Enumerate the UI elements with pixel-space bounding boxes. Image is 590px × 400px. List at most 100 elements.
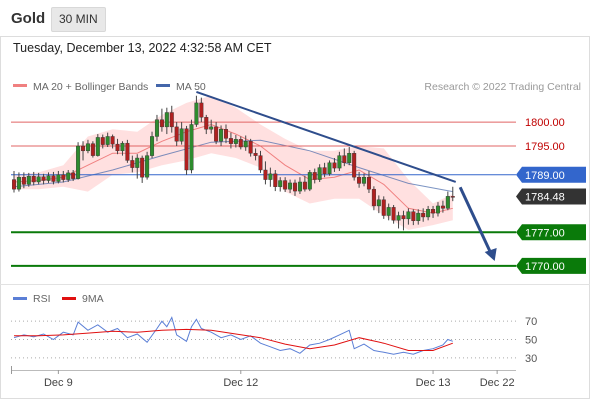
bull-candle xyxy=(435,205,440,214)
rsi-tick-label: 50 xyxy=(525,335,537,347)
ma50-legend-label: MA 50 xyxy=(176,81,206,93)
rsi-ma-legend-swatch xyxy=(62,297,76,300)
bear-candle xyxy=(204,117,209,130)
bear-candle xyxy=(342,155,347,164)
rsi-line xyxy=(13,316,453,355)
bull-candle xyxy=(36,176,41,183)
ma20-legend-swatch xyxy=(13,84,27,87)
bull-candle xyxy=(209,126,214,130)
bull-candle xyxy=(297,181,302,192)
timeframe-button[interactable]: 30 MIN xyxy=(51,7,106,32)
support-tag xyxy=(516,257,586,274)
bull-candle xyxy=(85,143,90,152)
bear-candle xyxy=(366,176,371,190)
credit-text: Research © 2022 Trading Central xyxy=(424,81,581,93)
pivot-label: 1789.00 xyxy=(525,170,565,182)
timestamp: Tuesday, December 13, 2022 4:32:58 AM CE… xyxy=(13,41,272,55)
forecast-arrow-shaft xyxy=(458,186,494,256)
last-price-tag xyxy=(516,188,586,205)
bull-candle xyxy=(426,209,431,218)
price-legend: MA 20 + Bollinger Bands MA 50 Research © 2… xyxy=(13,81,581,93)
bear-candle xyxy=(61,174,66,180)
trendline xyxy=(196,90,457,183)
bull-candle xyxy=(26,176,31,185)
bull-candle xyxy=(105,136,110,145)
resistance-label: 1800.00 xyxy=(525,117,565,129)
bear-candle xyxy=(253,153,258,156)
rsi-tick-label: 70 xyxy=(525,316,537,328)
bear-candle xyxy=(357,176,362,184)
bull-candle xyxy=(317,167,322,180)
bull-candle xyxy=(135,157,140,168)
bull-candle xyxy=(445,196,450,209)
rsi-legend: RSI 9MA xyxy=(13,293,104,305)
bull-candle xyxy=(150,136,155,156)
bear-candle xyxy=(125,142,130,161)
bull-candle xyxy=(66,172,71,180)
bear-candle xyxy=(41,176,46,181)
bear-candle xyxy=(140,157,145,178)
bear-candle xyxy=(130,160,135,168)
bull-candle xyxy=(56,174,61,182)
bear-candle xyxy=(322,167,327,175)
bull-candle xyxy=(376,199,381,207)
bull-candle xyxy=(46,175,51,181)
bear-candle xyxy=(214,126,219,142)
bear-candle xyxy=(312,172,317,180)
bear-candle xyxy=(169,112,174,128)
bear-candle xyxy=(174,126,179,142)
bear-candle xyxy=(371,188,376,207)
rsi-legend-swatch xyxy=(13,297,27,300)
bull-candle xyxy=(164,112,169,128)
bear-candle xyxy=(110,136,115,145)
bull-candle xyxy=(288,182,293,190)
bull-candle xyxy=(268,173,273,180)
pivot-tag xyxy=(516,166,586,183)
bull-candle xyxy=(347,153,352,164)
bull-candle xyxy=(337,155,342,169)
rsi-ma-line xyxy=(14,328,453,351)
bull-candle xyxy=(406,211,411,220)
bull-candle xyxy=(120,142,125,152)
bear-candle xyxy=(283,180,288,190)
rsi-legend-label: RSI xyxy=(33,293,51,305)
bear-candle xyxy=(248,141,253,154)
bear-candle xyxy=(450,196,455,198)
bear-candle xyxy=(401,215,406,220)
instrument-title: Gold xyxy=(11,10,46,27)
x-tick-label: Dec 12 xyxy=(223,377,258,389)
bull-candle xyxy=(416,212,421,221)
bear-candle xyxy=(184,128,189,171)
bull-candle xyxy=(362,176,367,184)
bollinger-band-area xyxy=(14,95,453,230)
bear-candle xyxy=(31,176,36,183)
bull-candle xyxy=(95,137,100,156)
support-tag xyxy=(516,224,586,241)
bear-candle xyxy=(431,209,436,214)
bear-candle xyxy=(352,153,357,178)
bear-candle xyxy=(302,181,307,190)
bull-candle xyxy=(386,207,391,216)
bull-candle xyxy=(243,141,248,148)
bear-candle xyxy=(228,138,233,144)
bear-candle xyxy=(421,212,426,218)
support-label: 1777.00 xyxy=(525,227,565,239)
bull-candle xyxy=(219,129,224,142)
ma50-legend-swatch xyxy=(156,84,170,87)
ma20-legend-label: MA 20 + Bollinger Bands xyxy=(33,81,148,93)
bull-candle xyxy=(194,102,199,125)
x-tick-label: Dec 9 xyxy=(44,377,73,389)
x-tick-label: Dec 22 xyxy=(480,377,515,389)
bull-candle xyxy=(327,162,332,175)
bull-candle xyxy=(179,128,184,142)
last-price-label: 1784.48 xyxy=(525,191,565,203)
bear-candle xyxy=(293,182,298,192)
bear-candle xyxy=(100,137,105,145)
bear-candle xyxy=(238,139,243,148)
candles-group xyxy=(11,95,455,231)
bear-candle xyxy=(411,211,416,221)
top-bar: Gold 30 MIN xyxy=(0,0,590,37)
resistance-label: 1795.00 xyxy=(525,141,565,153)
bear-candle xyxy=(199,102,204,118)
